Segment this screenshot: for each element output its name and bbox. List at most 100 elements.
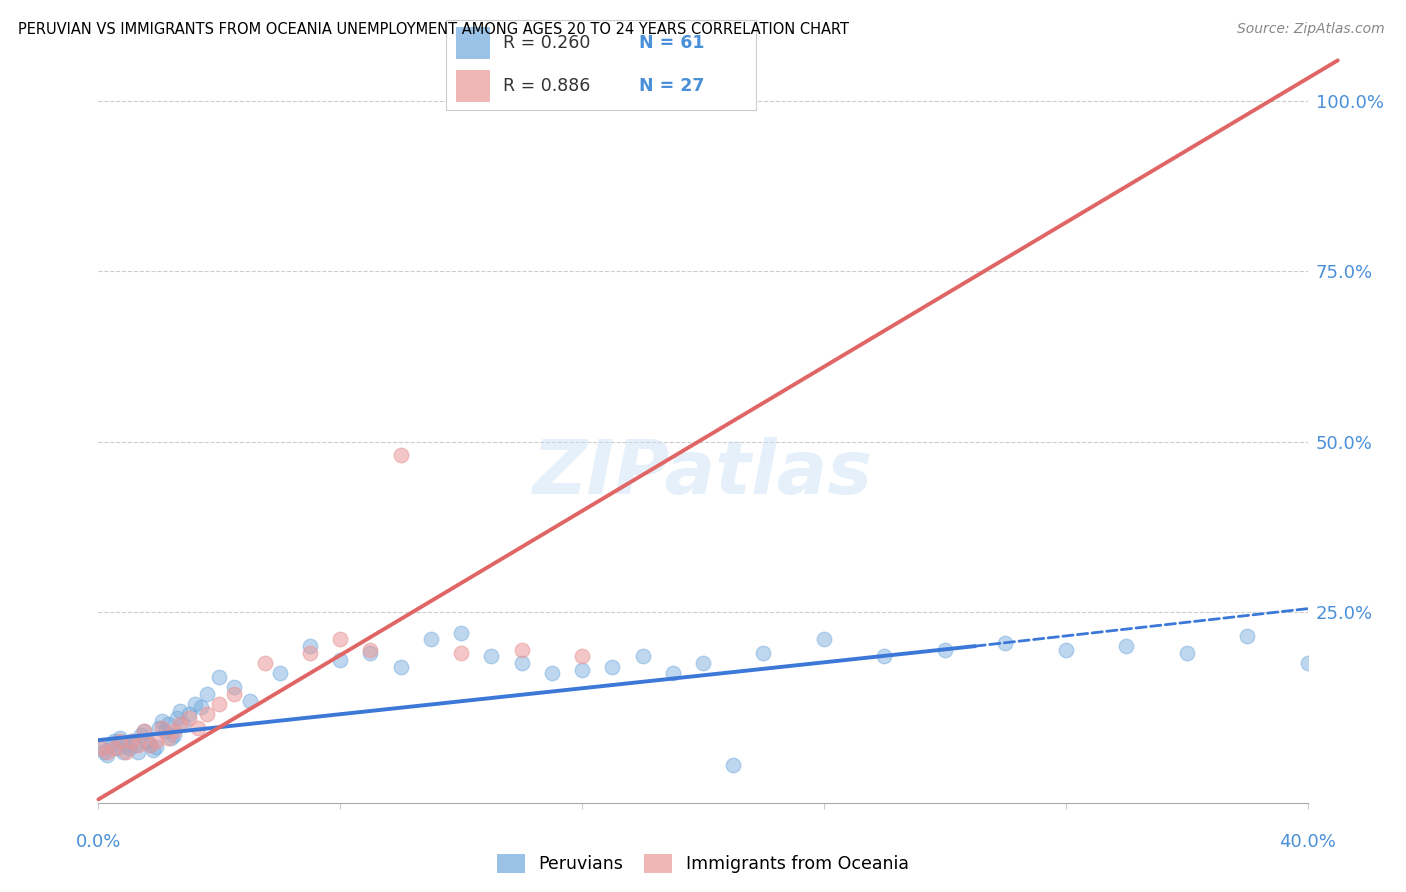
Point [135,734,157,748]
Point [631,649,654,664]
Point [224,687,246,701]
Point [208,670,231,684]
Point [184,697,207,711]
Point [195,707,218,722]
Point [195,687,218,701]
Point [752,646,775,660]
Point [169,717,191,731]
Text: 40.0%: 40.0% [1279,833,1336,851]
Text: N = 61: N = 61 [640,34,704,52]
Point [661,666,683,681]
Point [121,734,143,748]
Point [132,724,155,739]
Point [253,656,276,670]
Point [100,738,122,752]
Point [114,745,136,759]
Point [145,739,167,754]
Point [208,697,231,711]
Point [127,738,149,752]
Point [224,680,246,694]
Point [329,653,352,667]
Point [121,734,143,748]
Point [127,745,149,759]
Text: R = 0.886: R = 0.886 [503,78,591,95]
Point [329,632,352,647]
Point [145,734,167,748]
Text: ZIPatlas: ZIPatlas [533,436,873,509]
Point [124,738,146,752]
Point [389,659,412,673]
Point [108,731,131,745]
Point [299,646,322,660]
Point [160,731,183,745]
Point [132,724,155,739]
Point [179,711,201,725]
Point [190,700,212,714]
Point [108,734,131,748]
Point [1054,642,1077,657]
Point [723,758,745,772]
Point [179,707,201,722]
Point [602,659,624,673]
Point [934,642,956,657]
Point [450,625,472,640]
Point [150,714,173,728]
Text: 0.0%: 0.0% [76,833,121,851]
Point [166,711,188,725]
Point [481,649,503,664]
Point [540,666,562,681]
Point [139,738,162,752]
Point [994,636,1017,650]
Text: R = 0.260: R = 0.260 [503,34,591,52]
Point [1236,629,1258,643]
Point [692,656,714,670]
Point [118,741,141,756]
Point [156,731,179,745]
Point [163,724,186,739]
Point [103,741,125,756]
Point [142,742,165,756]
FancyBboxPatch shape [456,70,491,103]
Point [360,646,382,660]
Point [813,632,835,647]
Text: N = 27: N = 27 [640,78,704,95]
Point [1296,656,1319,670]
Point [96,748,118,763]
Point [129,728,152,742]
Point [150,721,173,735]
Point [571,663,593,677]
Point [269,666,291,681]
Point [163,728,186,742]
Point [299,639,322,653]
Point [96,745,118,759]
Point [93,745,115,759]
FancyBboxPatch shape [456,28,491,59]
Point [90,741,112,756]
Point [172,717,194,731]
Point [114,738,136,752]
Point [239,693,262,707]
Point [105,741,128,756]
Text: PERUVIAN VS IMMIGRANTS FROM OCEANIA UNEMPLOYMENT AMONG AGES 20 TO 24 YEARS CORRE: PERUVIAN VS IMMIGRANTS FROM OCEANIA UNEM… [18,22,849,37]
Point [111,745,134,759]
Point [450,646,472,660]
Point [187,721,209,735]
Point [360,642,382,657]
Point [103,734,125,748]
Point [1115,639,1137,653]
Legend: Peruvians, Immigrants from Oceania: Peruvians, Immigrants from Oceania [491,847,915,880]
Text: Source: ZipAtlas.com: Source: ZipAtlas.com [1237,22,1385,37]
Point [148,721,170,735]
Point [90,741,112,756]
Point [510,642,533,657]
Point [510,656,533,670]
Point [156,717,179,731]
Point [139,738,162,752]
Point [389,449,412,463]
Point [1175,646,1198,660]
Point [420,632,443,647]
Point [571,649,593,664]
Point [873,649,896,664]
Point [169,704,191,718]
Point [153,724,176,739]
